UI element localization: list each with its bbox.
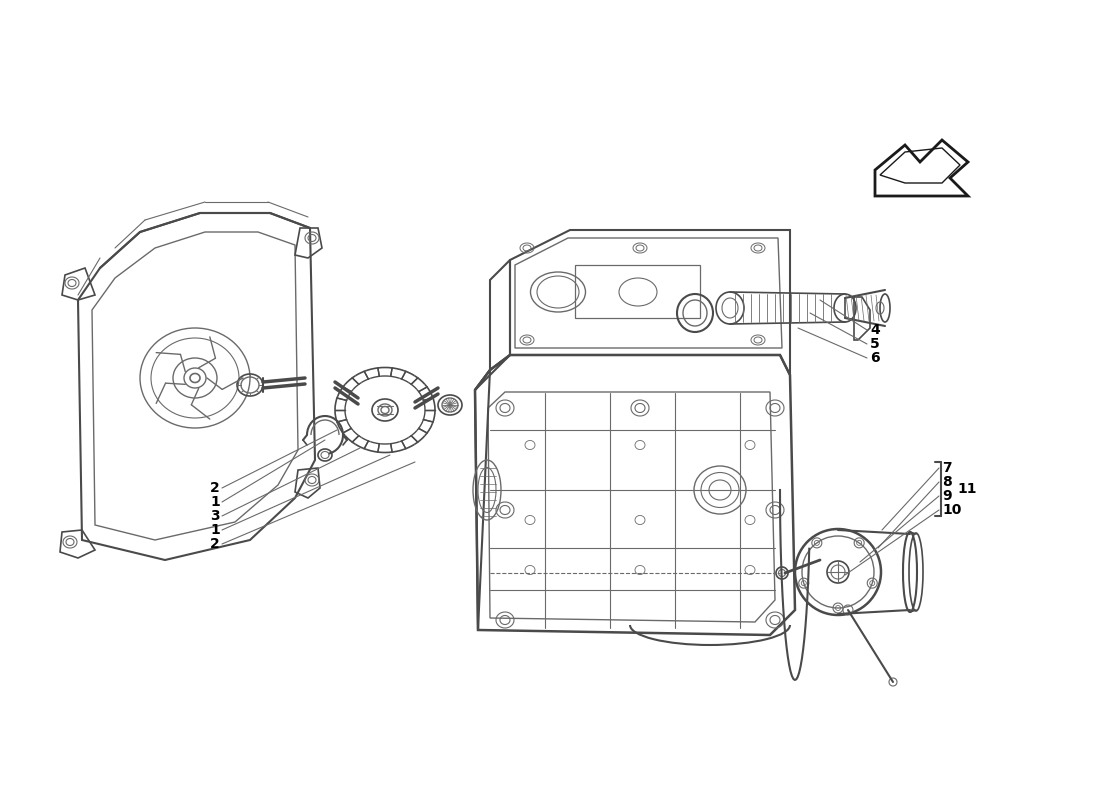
Text: 10: 10	[942, 503, 961, 517]
Text: 4: 4	[870, 323, 880, 337]
Text: 3: 3	[210, 509, 220, 523]
Text: 8: 8	[942, 475, 952, 489]
Text: 2: 2	[210, 537, 220, 551]
Text: 6: 6	[870, 351, 880, 365]
Text: 1: 1	[210, 495, 220, 509]
Text: 5: 5	[870, 337, 880, 351]
Text: 7: 7	[942, 461, 952, 475]
Text: 2: 2	[210, 481, 220, 495]
Text: 11: 11	[957, 482, 977, 496]
Text: 9: 9	[942, 489, 952, 503]
Text: 1: 1	[210, 523, 220, 537]
